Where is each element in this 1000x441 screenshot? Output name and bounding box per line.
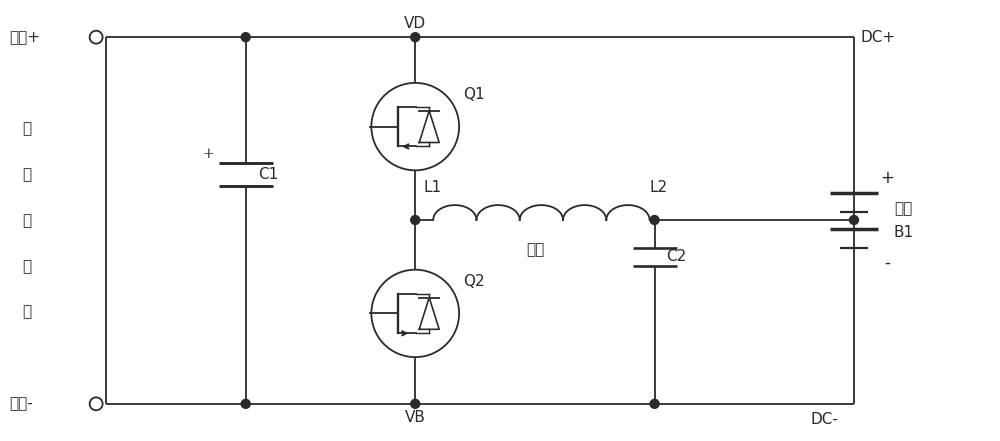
Circle shape: [650, 400, 659, 408]
Circle shape: [411, 216, 420, 224]
Circle shape: [411, 400, 420, 408]
Circle shape: [850, 216, 859, 224]
Circle shape: [650, 216, 659, 224]
Text: C2: C2: [667, 249, 687, 264]
Circle shape: [411, 33, 420, 41]
Text: Q2: Q2: [463, 274, 485, 289]
Text: L2: L2: [650, 180, 668, 195]
Text: -: -: [884, 254, 890, 272]
Text: VB: VB: [405, 410, 426, 425]
Text: 线: 线: [22, 167, 31, 182]
Circle shape: [241, 400, 250, 408]
Text: DC+: DC+: [861, 30, 896, 45]
Text: 电池: 电池: [894, 201, 912, 216]
Text: C1: C1: [258, 167, 278, 182]
Text: 电: 电: [22, 304, 31, 319]
Text: Q1: Q1: [463, 87, 485, 102]
Text: 直: 直: [22, 213, 31, 228]
Text: L1: L1: [423, 180, 441, 195]
Circle shape: [90, 31, 103, 44]
Text: +: +: [202, 147, 214, 161]
Text: 母线+: 母线+: [9, 30, 40, 45]
Text: VD: VD: [404, 16, 426, 31]
Text: 母线-: 母线-: [9, 396, 33, 411]
Text: B1: B1: [894, 225, 914, 240]
Text: 母: 母: [22, 122, 31, 137]
Text: 流: 流: [22, 259, 31, 274]
Text: DC-: DC-: [810, 412, 838, 427]
Circle shape: [90, 397, 103, 410]
Text: +: +: [880, 169, 894, 187]
Text: 电感: 电感: [526, 242, 544, 257]
Circle shape: [241, 33, 250, 41]
